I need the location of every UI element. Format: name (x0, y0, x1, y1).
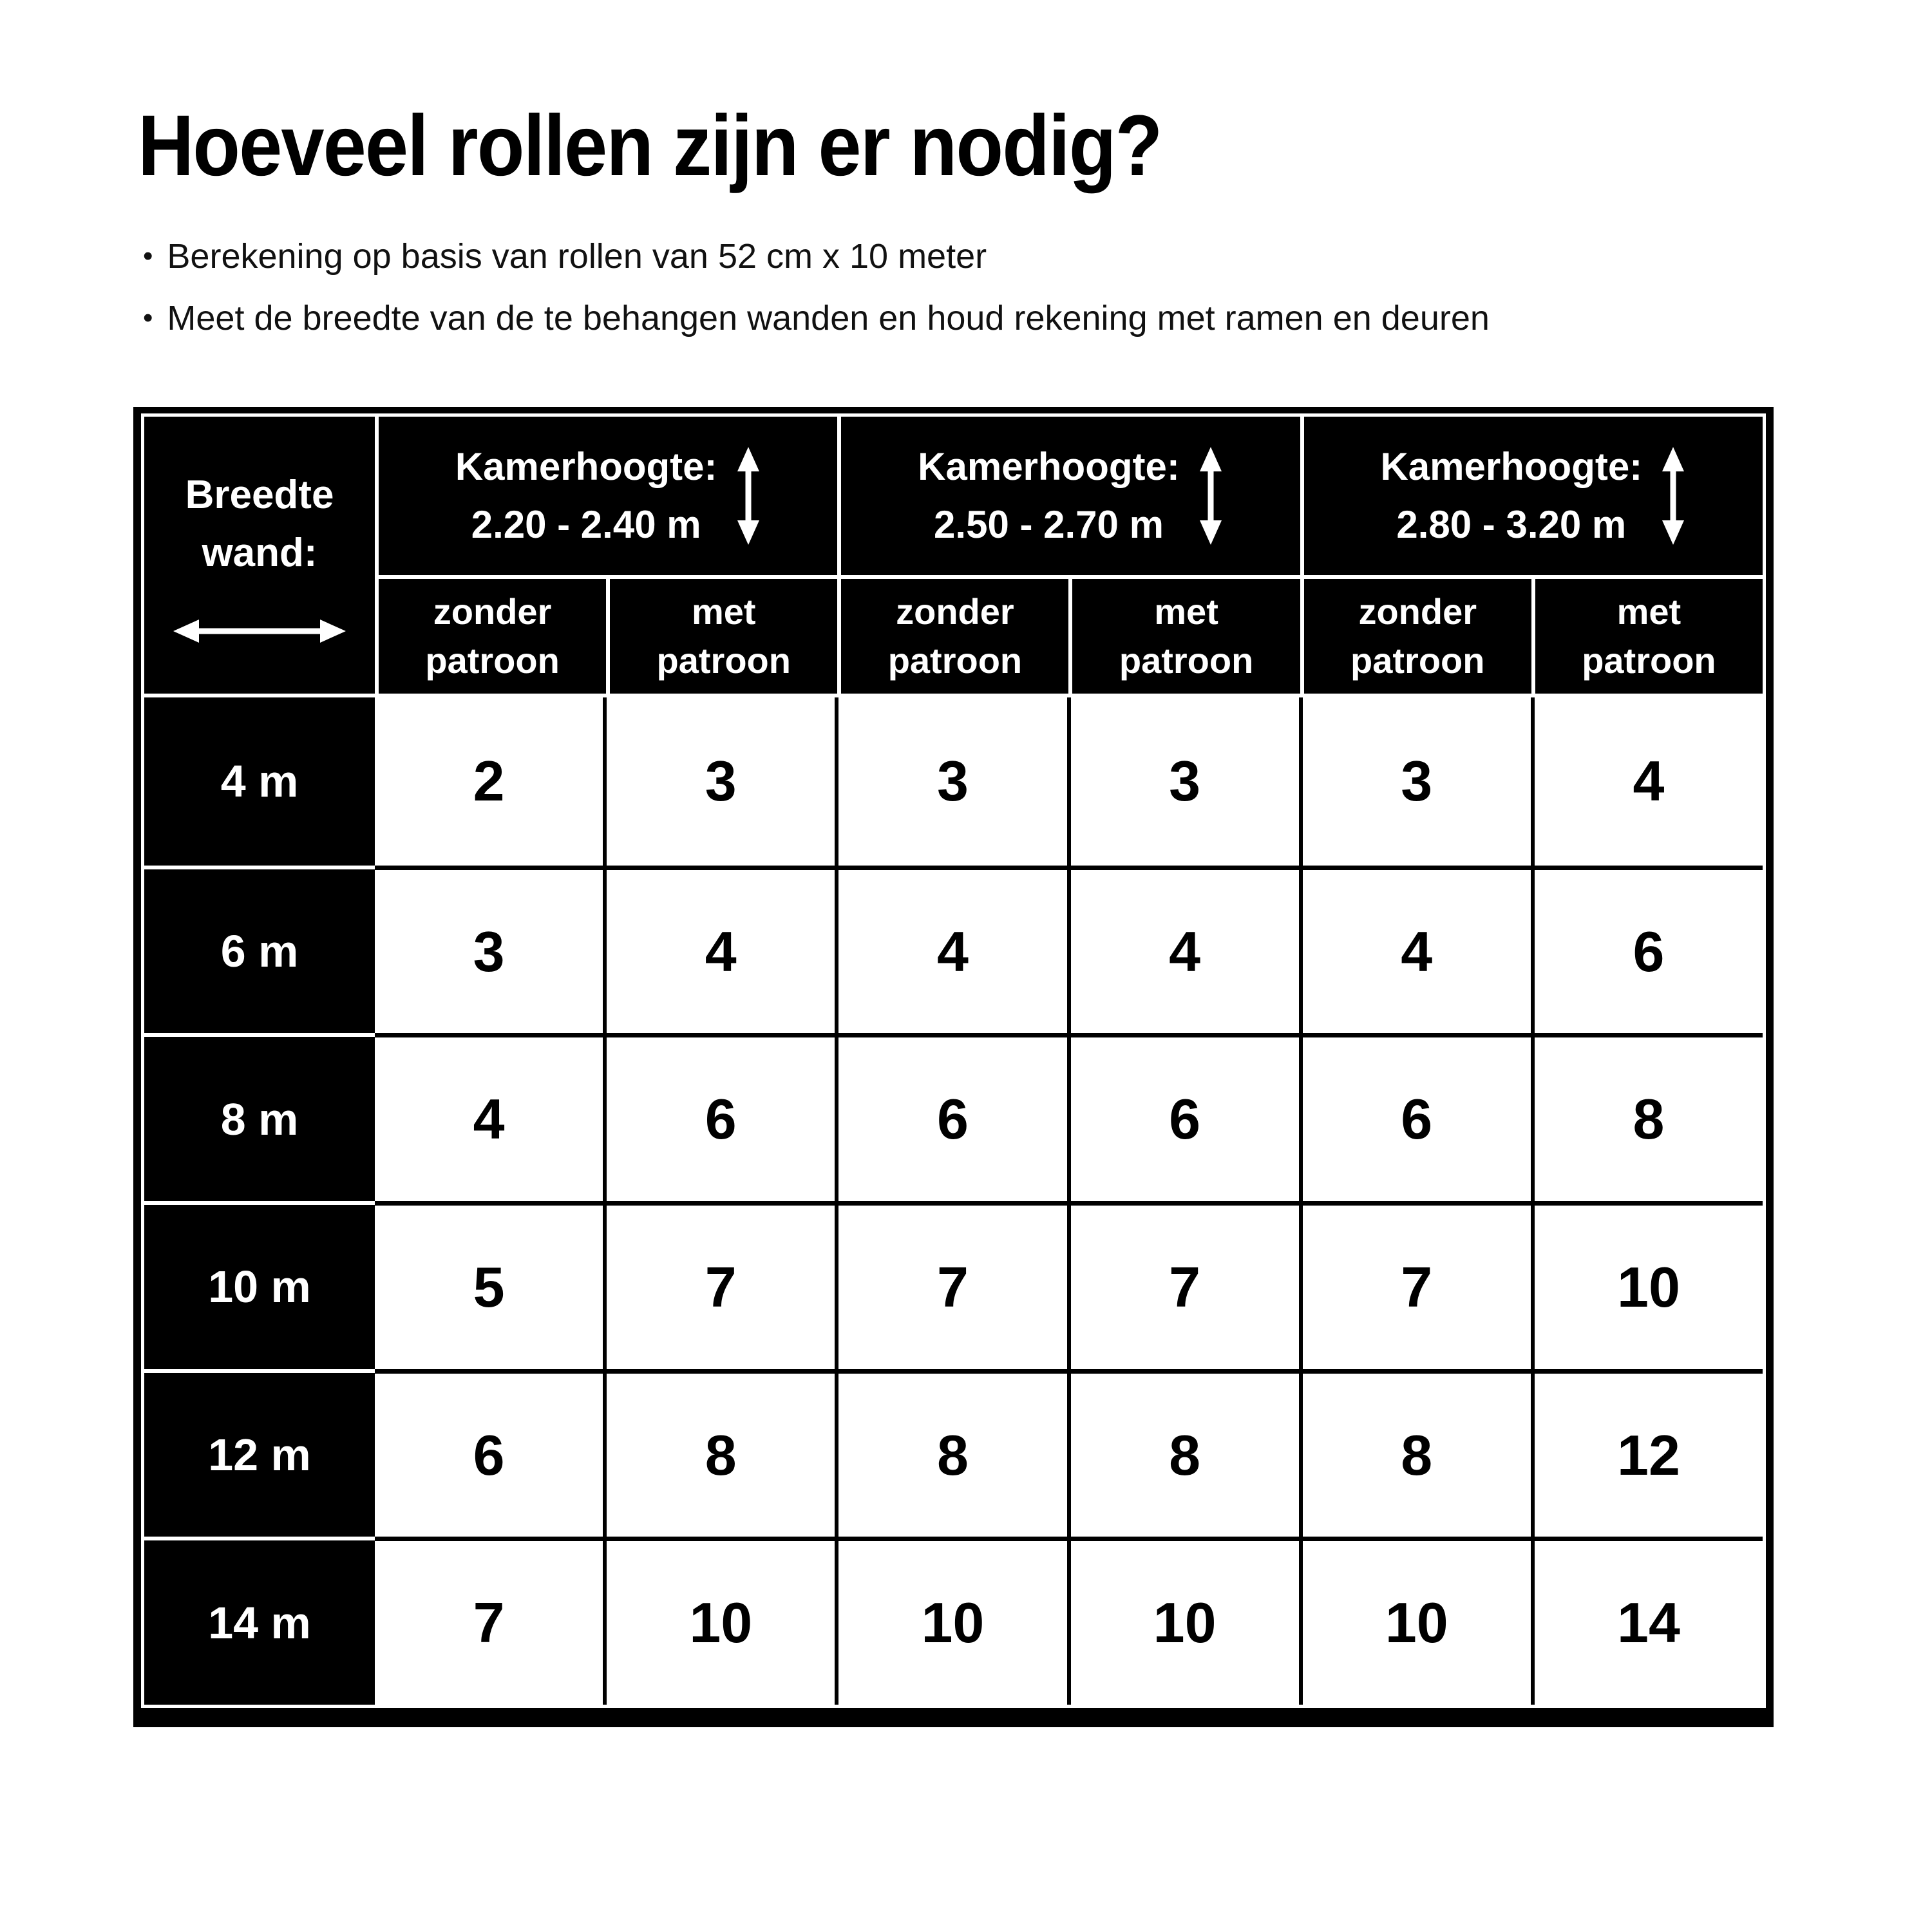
value-cell: 8 (1066, 1368, 1299, 1537)
value-cell: 2 (375, 697, 603, 866)
subheader-line: met (691, 591, 756, 632)
room-height-range: 2.20 - 2.40 m (471, 503, 701, 546)
value-cell: 8 (603, 1368, 835, 1537)
subheader-line: patroon (887, 640, 1023, 681)
room-height-range: 2.80 - 3.20 m (1396, 503, 1627, 546)
vertical-double-arrow-icon (1199, 447, 1222, 545)
value-cell: 7 (603, 1201, 835, 1369)
room-height-label: Kamerhoogte: (455, 445, 717, 488)
row-label: 10 m (144, 1201, 375, 1369)
table-inner: Breedte wand: Kamerhoogte: 2.20 - 2.40 m (141, 413, 1766, 1708)
row-label: 12 m (144, 1368, 375, 1537)
subheader-line: patroon (1350, 640, 1485, 681)
value-cell: 6 (375, 1368, 603, 1537)
subheader-line: zonder (896, 591, 1014, 632)
subheader-line: zonder (433, 591, 552, 632)
value-cell: 8 (835, 1368, 1067, 1537)
subheader-line: met (1154, 591, 1218, 632)
bullet-item: Meet de breedte van de te behangen wande… (143, 289, 1490, 350)
value-cell: 10 (1298, 1537, 1531, 1705)
row-label: 14 m (144, 1537, 375, 1705)
value-cell: 7 (1066, 1201, 1299, 1369)
table-body: 4 m 2 3 3 3 3 4 6 m 3 4 4 (144, 697, 1763, 1705)
wall-width-label-line2: wand: (202, 531, 317, 575)
value-cell: 10 (835, 1537, 1067, 1705)
room-height-group-3: Kamerhoogte: 2.80 - 3.20 m (1303, 417, 1763, 575)
bullet-text: Berekening op basis van rollen van 52 cm… (167, 237, 987, 276)
value-cell: 4 (1298, 865, 1531, 1034)
subheader-zonder-patroon: zonder patroon (379, 579, 607, 694)
subheader-met-patroon: met patroon (1535, 579, 1763, 694)
value-cell: 10 (1066, 1537, 1299, 1705)
vertical-double-arrow-icon (737, 447, 759, 545)
value-cell: 6 (603, 1033, 835, 1202)
subheader-zonder-patroon: zonder patroon (841, 579, 1069, 694)
table-row: 8 m 4 6 6 6 6 8 (144, 1033, 1763, 1202)
row-cells: 4 6 6 6 6 8 (375, 1033, 1763, 1202)
value-cell: 6 (1298, 1033, 1531, 1202)
value-cell: 6 (1530, 865, 1763, 1034)
horizontal-double-arrow-icon (173, 619, 346, 643)
value-cell: 7 (375, 1537, 603, 1705)
room-height-range: 2.50 - 2.70 m (934, 503, 1164, 546)
value-cell: 10 (1530, 1201, 1763, 1369)
value-cell: 8 (1298, 1368, 1531, 1537)
table-row: 12 m 6 8 8 8 8 12 (144, 1368, 1763, 1537)
page-title: Hoeveel rollen zijn er nodig? (138, 98, 1162, 194)
room-height-label: Kamerhoogte: (1380, 445, 1643, 488)
subheader-zonder-patroon: zonder patroon (1303, 579, 1531, 694)
value-cell: 12 (1530, 1368, 1763, 1537)
subheader-line: met (1616, 591, 1681, 632)
room-height-group-2: Kamerhoogte: 2.50 - 2.70 m (841, 417, 1300, 575)
value-cell: 4 (375, 1033, 603, 1202)
value-cell: 14 (1530, 1537, 1763, 1705)
row-cells: 3 4 4 4 4 6 (375, 865, 1763, 1034)
value-cell: 3 (603, 697, 835, 866)
room-height-group-1: Kamerhoogte: 2.20 - 2.40 m (379, 417, 838, 575)
row-label: 8 m (144, 1033, 375, 1202)
table-row: 10 m 5 7 7 7 7 10 (144, 1201, 1763, 1369)
row-cells: 7 10 10 10 10 14 (375, 1537, 1763, 1705)
value-cell: 10 (603, 1537, 835, 1705)
value-cell: 7 (1298, 1201, 1531, 1369)
value-cell: 3 (375, 865, 603, 1034)
bullet-list: Berekening op basis van rollen van 52 cm… (143, 227, 1490, 350)
value-cell: 4 (1530, 697, 1763, 866)
row-cells: 5 7 7 7 7 10 (375, 1201, 1763, 1369)
value-cell: 5 (375, 1201, 603, 1369)
value-cell: 4 (835, 865, 1067, 1034)
room-height-label: Kamerhoogte: (918, 445, 1180, 488)
vertical-double-arrow-icon (1662, 447, 1685, 545)
value-cell: 4 (603, 865, 835, 1034)
row-cells: 6 8 8 8 8 12 (375, 1368, 1763, 1537)
value-cell: 6 (1066, 1033, 1299, 1202)
subheader-line: patroon (1582, 640, 1716, 681)
value-cell: 3 (1066, 697, 1299, 866)
row-cells: 2 3 3 3 3 4 (375, 697, 1763, 866)
table-row: 4 m 2 3 3 3 3 4 (144, 697, 1763, 866)
bullet-item: Berekening op basis van rollen van 52 cm… (143, 227, 1490, 289)
bullet-text: Meet de breedte van de te behangen wande… (167, 299, 1490, 337)
value-cell: 3 (835, 697, 1067, 866)
value-cell: 4 (1066, 865, 1299, 1034)
subheader-met-patroon: met patroon (1072, 579, 1300, 694)
table-header: Breedte wand: Kamerhoogte: 2.20 - 2.40 m (144, 417, 1763, 694)
subheader-line: patroon (656, 640, 791, 681)
value-cell: 3 (1298, 697, 1531, 866)
value-cell: 7 (835, 1201, 1067, 1369)
subheader-line: zonder (1358, 591, 1477, 632)
row-label: 6 m (144, 865, 375, 1034)
value-cell: 8 (1530, 1033, 1763, 1202)
row-label: 4 m (144, 697, 375, 866)
subheader-line: patroon (1119, 640, 1254, 681)
value-cell: 6 (835, 1033, 1067, 1202)
subheader-met-patroon: met patroon (610, 579, 838, 694)
rolls-needed-table: Breedte wand: Kamerhoogte: 2.20 - 2.40 m (133, 407, 1774, 1727)
table-row: 14 m 7 10 10 10 10 14 (144, 1537, 1763, 1705)
subheader-line: patroon (425, 640, 560, 681)
table-row: 6 m 3 4 4 4 4 6 (144, 865, 1763, 1034)
wall-width-label-line1: Breedte (185, 473, 334, 518)
corner-header-wall-width: Breedte wand: (144, 417, 375, 694)
